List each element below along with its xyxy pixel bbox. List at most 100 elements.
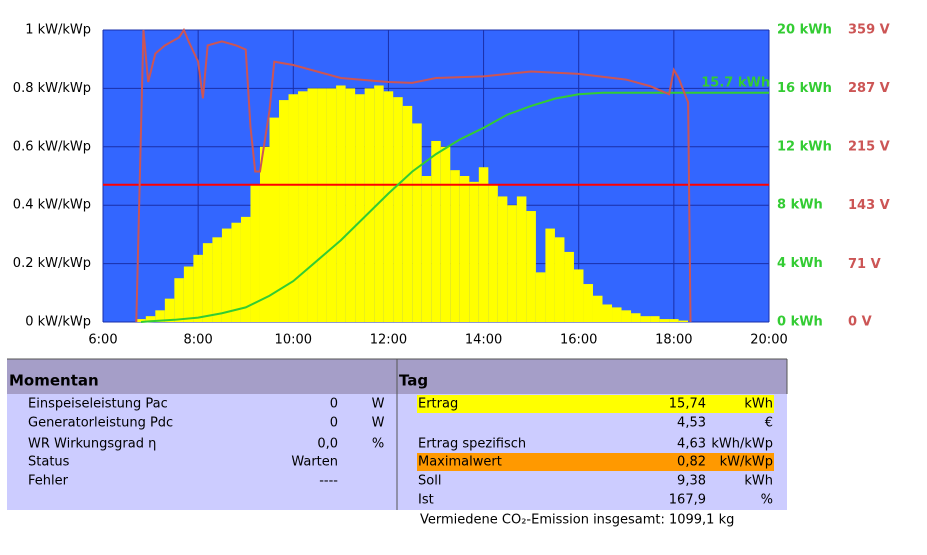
x-tick-label: 6:00 xyxy=(88,333,117,348)
bar xyxy=(545,228,555,322)
row-label: Einspeiseleistung Pac xyxy=(28,397,168,412)
bar xyxy=(459,176,470,322)
y3-tick-label: 71 V xyxy=(848,257,881,272)
bar xyxy=(469,181,479,322)
row-label: Ertrag xyxy=(418,397,458,412)
line xyxy=(140,91,769,323)
x-tick-label: 20:00 xyxy=(750,333,787,348)
row-label: Ertrag spezifisch xyxy=(418,437,526,452)
y-tick-label: 0 kW/kWp xyxy=(25,315,91,330)
y-tick-label: 0.2 kW/kWp xyxy=(13,256,91,271)
bar xyxy=(507,205,517,322)
row-value: 9,38 xyxy=(677,474,706,489)
y-tick-label: 0.6 kW/kWp xyxy=(13,139,91,154)
bar xyxy=(164,298,175,322)
bar xyxy=(564,251,574,322)
y3-tick-label: 143 V xyxy=(848,198,890,213)
y3-tick-label: 359 V xyxy=(848,23,890,38)
bar xyxy=(145,316,156,322)
y2-tick-label: 16 kWh xyxy=(777,81,832,96)
row-label: Soll xyxy=(418,474,441,489)
y-tick-label: 0.4 kW/kWp xyxy=(13,198,91,213)
bar xyxy=(640,316,651,322)
y2-tick-label: 0 kWh xyxy=(777,315,823,330)
panel-title: Tag xyxy=(399,372,428,390)
bar xyxy=(402,105,413,322)
bar xyxy=(450,170,460,322)
x-tick-label: 16:00 xyxy=(560,333,597,348)
row-value: ---- xyxy=(319,474,338,489)
bar xyxy=(326,88,337,323)
bar xyxy=(259,146,270,322)
bar xyxy=(155,310,165,322)
bar xyxy=(355,94,365,323)
y2-tick-label: 12 kWh xyxy=(777,139,832,154)
momentan-header xyxy=(7,359,397,394)
row-unit: kWh/kWp xyxy=(711,437,773,452)
bar xyxy=(279,100,289,322)
bar xyxy=(440,146,451,322)
bar xyxy=(431,140,441,322)
x-tick-label: 18:00 xyxy=(655,333,692,348)
momentan-body xyxy=(7,394,397,510)
x-tick-label: 14:00 xyxy=(465,333,502,348)
tag-header xyxy=(397,359,787,394)
row-label: Fehler xyxy=(28,474,69,489)
bar xyxy=(183,266,194,322)
bar xyxy=(516,196,527,322)
row-value: 167,9 xyxy=(669,493,706,508)
row-value: 0 xyxy=(330,397,338,412)
bar xyxy=(526,211,536,322)
row-value: 15,74 xyxy=(669,397,706,412)
bar xyxy=(573,269,584,322)
bar xyxy=(592,295,603,322)
bar xyxy=(288,94,299,323)
bar xyxy=(535,272,546,322)
bar xyxy=(336,85,346,322)
bar xyxy=(612,307,622,322)
bar xyxy=(174,278,184,322)
row-unit: kWh xyxy=(744,474,773,489)
bar xyxy=(669,319,679,322)
bar xyxy=(554,237,565,322)
row-unit: W xyxy=(372,397,385,412)
row-value: 0 xyxy=(330,416,338,431)
y2-tick-label: 8 kWh xyxy=(777,198,823,213)
y3-tick-label: 215 V xyxy=(848,140,890,155)
annotation: 15.7 kWh xyxy=(701,75,770,90)
x-tick-label: 10:00 xyxy=(275,333,312,348)
bar xyxy=(412,123,422,322)
bar xyxy=(193,254,203,322)
bar xyxy=(421,176,432,322)
row-unit: % xyxy=(372,437,384,452)
bar xyxy=(650,316,660,322)
bar xyxy=(307,88,318,323)
bar xyxy=(621,310,632,322)
tag-body xyxy=(397,394,787,510)
y2-tick-label: 4 kWh xyxy=(777,256,823,271)
bar xyxy=(678,320,689,322)
y3-tick-label: 0 V xyxy=(848,315,872,330)
x-tick-label: 12:00 xyxy=(370,333,407,348)
bar xyxy=(269,117,280,322)
bar xyxy=(136,319,146,322)
bar xyxy=(631,313,641,322)
row-label: Maximalwert xyxy=(418,455,502,470)
y-tick-label: 0.8 kW/kWp xyxy=(13,81,91,96)
row-highlight xyxy=(417,453,774,471)
bar xyxy=(240,216,251,322)
bar xyxy=(478,167,489,322)
bar xyxy=(583,284,593,322)
bar xyxy=(383,91,394,322)
footer: Vermiedene CO₂-Emission insgesamt: 1099,… xyxy=(420,513,734,528)
row-value: 4,63 xyxy=(677,437,706,452)
bar xyxy=(221,228,232,322)
row-unit: W xyxy=(372,416,385,431)
panel-title: Momentan xyxy=(9,372,99,390)
y-tick-label: 1 kW/kWp xyxy=(25,23,91,38)
row-highlight xyxy=(417,395,774,413)
bar xyxy=(497,196,508,322)
bar xyxy=(393,97,403,322)
